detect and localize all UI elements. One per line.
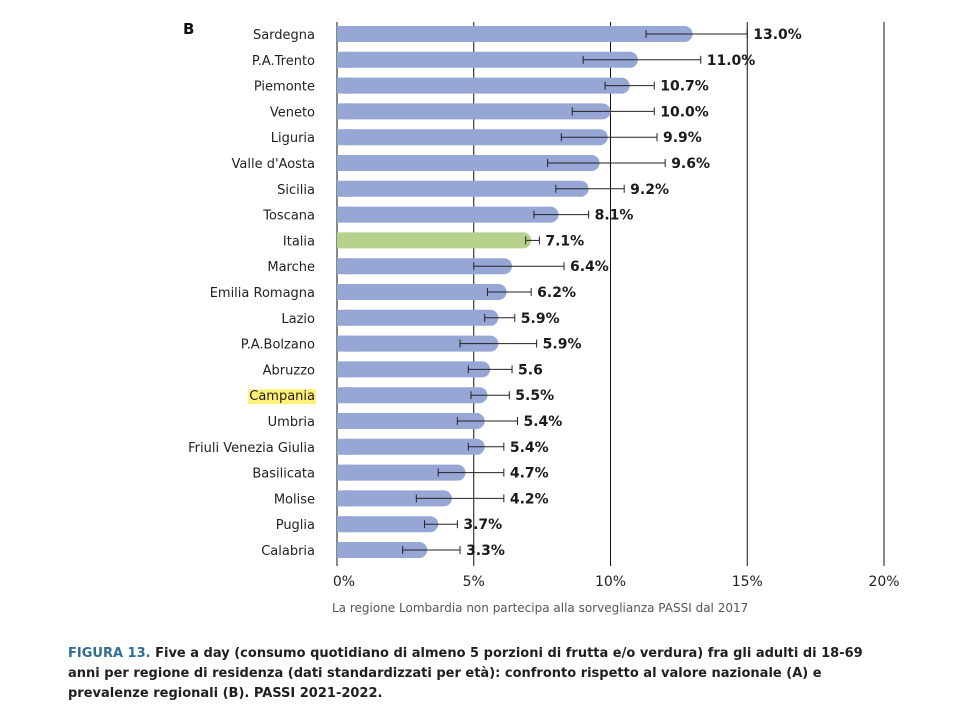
bar — [337, 206, 559, 223]
category-label: Campania — [249, 389, 315, 404]
x-tick-label: 15% — [732, 574, 763, 590]
x-tick-label: 10% — [595, 574, 626, 590]
value-label: 6.4% — [570, 259, 609, 275]
bar — [337, 413, 485, 429]
value-label: 9.9% — [663, 130, 702, 146]
bar — [337, 232, 532, 249]
value-label: 13.0% — [753, 27, 802, 43]
value-label: 5.9% — [521, 311, 560, 327]
bar-base — [337, 516, 353, 533]
bar — [337, 542, 428, 558]
bar — [337, 258, 513, 275]
bar-base — [337, 361, 353, 378]
category-label: Friuli Venezia Giulia — [188, 441, 315, 456]
bar-base — [337, 51, 353, 68]
category-label: Calabria — [261, 544, 315, 559]
value-label: 9.2% — [630, 182, 669, 198]
category-label: Basilicata — [252, 467, 315, 482]
bars — [337, 26, 748, 558]
category-label-highlight — [248, 389, 316, 405]
bar-base — [337, 387, 353, 404]
value-label: 9.6% — [671, 156, 710, 172]
x-tick-label: 0% — [333, 574, 355, 590]
bar — [337, 361, 491, 378]
value-label: 5.9% — [543, 337, 582, 353]
figure-caption: FIGURA 13. Five a day (consumo quotidian… — [68, 644, 868, 704]
bar — [337, 51, 638, 68]
category-label: Piemonte — [254, 80, 315, 95]
bar-base — [337, 103, 353, 120]
category-label: Molise — [274, 492, 315, 507]
bar — [337, 103, 611, 120]
category-label: Sicilia — [277, 183, 315, 198]
category-label: Toscana — [262, 209, 315, 224]
bar-base — [337, 155, 353, 171]
bar-base — [337, 180, 353, 197]
category-label: Lazio — [281, 312, 315, 327]
bar-base — [337, 232, 353, 249]
bar — [337, 284, 507, 300]
bar-base — [337, 129, 353, 146]
chart-note: La regione Lombardia non partecipa alla … — [332, 601, 749, 615]
bar — [337, 180, 589, 197]
bar — [337, 77, 630, 94]
category-label: Puglia — [276, 518, 315, 533]
bar — [337, 464, 466, 481]
value-label: 8.1% — [595, 208, 634, 224]
category-label: Liguria — [271, 131, 315, 146]
value-label: 5.6 — [518, 362, 543, 378]
value-label: 7.1% — [545, 233, 584, 249]
bar-base — [337, 26, 353, 42]
x-tick-label: 20% — [868, 574, 899, 590]
labels: 0% 5% 10% 15% 20% 13.0% Sardegna 11.0% P.A.Trent… — [188, 27, 899, 590]
bar-base — [337, 284, 353, 300]
bar — [337, 26, 693, 42]
category-label: Umbria — [268, 415, 315, 430]
x-tick-label: 5% — [463, 574, 485, 590]
bar — [337, 387, 488, 404]
value-label: 3.3% — [466, 543, 505, 559]
bar — [337, 490, 452, 507]
value-label: 10.0% — [660, 104, 709, 120]
bar-base — [337, 542, 353, 558]
bar — [337, 155, 600, 171]
bar-base — [337, 206, 353, 223]
value-label: 4.7% — [510, 466, 549, 482]
value-label: 6.2% — [537, 285, 576, 301]
value-label: 10.7% — [660, 79, 709, 95]
category-label: Marche — [267, 260, 315, 275]
value-label: 3.7% — [463, 517, 502, 533]
value-label: 5.5% — [515, 388, 554, 404]
bar-base — [337, 335, 353, 352]
bar-chart: B 0% 5% 10% 15% 20% 13.0% Sardegna 11.0% P.A.Tre… — [183, 20, 900, 590]
caption-prefix: FIGURA 13. — [68, 646, 151, 661]
bar-base — [337, 258, 353, 275]
bar-base — [337, 438, 353, 455]
bar-base — [337, 309, 353, 326]
bar — [337, 335, 499, 352]
bar — [337, 309, 499, 326]
bar — [337, 516, 439, 533]
value-label: 11.0% — [707, 53, 756, 69]
bar — [337, 129, 608, 146]
caption-text: Five a day (consumo quotidiano di almeno… — [68, 646, 863, 701]
category-label: P.A.Trento — [252, 54, 315, 69]
bar-base — [337, 464, 353, 481]
category-label: Veneto — [270, 105, 315, 120]
panel-letter: B — [183, 20, 194, 38]
value-label: 5.4% — [510, 440, 549, 456]
value-label: 5.4% — [524, 414, 563, 430]
bar-base — [337, 77, 353, 94]
category-label: Emilia Romagna — [210, 286, 315, 301]
bar-base — [337, 413, 353, 429]
category-label: Italia — [283, 234, 315, 249]
category-label: P.A.Bolzano — [241, 338, 315, 353]
value-label: 4.2% — [510, 491, 549, 507]
category-label: Sardegna — [253, 28, 315, 43]
bar-base — [337, 490, 353, 507]
category-label: Valle d'Aosta — [232, 157, 315, 172]
category-label: Abruzzo — [263, 363, 315, 378]
bar — [337, 438, 485, 455]
